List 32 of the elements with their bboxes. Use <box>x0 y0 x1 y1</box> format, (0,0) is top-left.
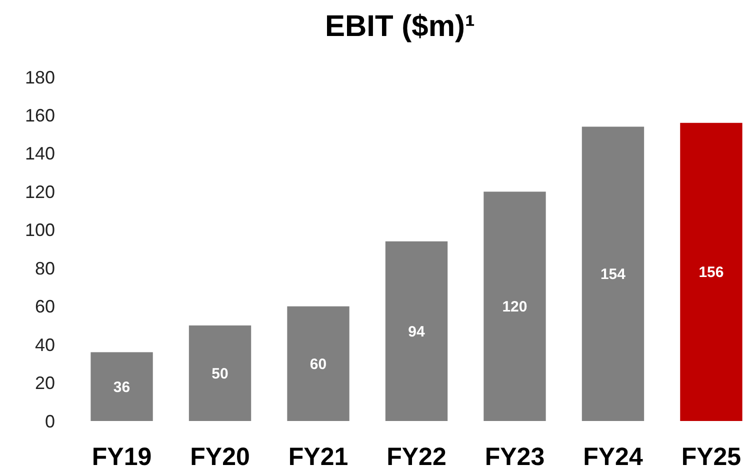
bar <box>484 192 546 421</box>
x-tick-label: FY23 <box>484 442 545 468</box>
y-tick-label: 80 <box>34 258 55 278</box>
x-tick-label: FY19 <box>92 442 152 468</box>
bar <box>385 241 448 421</box>
y-tick-label: 0 <box>44 411 55 432</box>
data-label: 120 <box>502 298 528 316</box>
bar <box>582 126 644 421</box>
x-tick-label: FY20 <box>190 442 250 468</box>
y-tick-label: 140 <box>24 144 55 164</box>
bar <box>680 122 742 421</box>
data-label: 50 <box>212 365 228 382</box>
bar <box>188 325 252 421</box>
data-label: 36 <box>113 378 130 396</box>
bar <box>90 352 153 421</box>
y-tick-label: 20 <box>34 373 55 394</box>
x-tick-label: FY25 <box>681 442 742 468</box>
y-tick-label: 160 <box>24 106 55 126</box>
x-tick-label: FY24 <box>583 442 643 468</box>
x-tick-label: FY21 <box>288 442 348 468</box>
y-tick-label: 180 <box>24 67 55 88</box>
y-tick-label: 40 <box>34 334 55 355</box>
bar <box>287 306 350 421</box>
data-label: 156 <box>698 264 724 282</box>
y-tick-label: 120 <box>24 182 55 202</box>
data-label: 94 <box>408 323 426 340</box>
data-label: 154 <box>600 266 626 284</box>
data-label: 60 <box>310 356 327 373</box>
y-tick-label: 60 <box>34 296 55 317</box>
chart-title: EBIT ($m)¹ <box>325 10 476 43</box>
x-tick-label: FY22 <box>386 442 446 468</box>
y-tick-label: 100 <box>24 220 55 240</box>
